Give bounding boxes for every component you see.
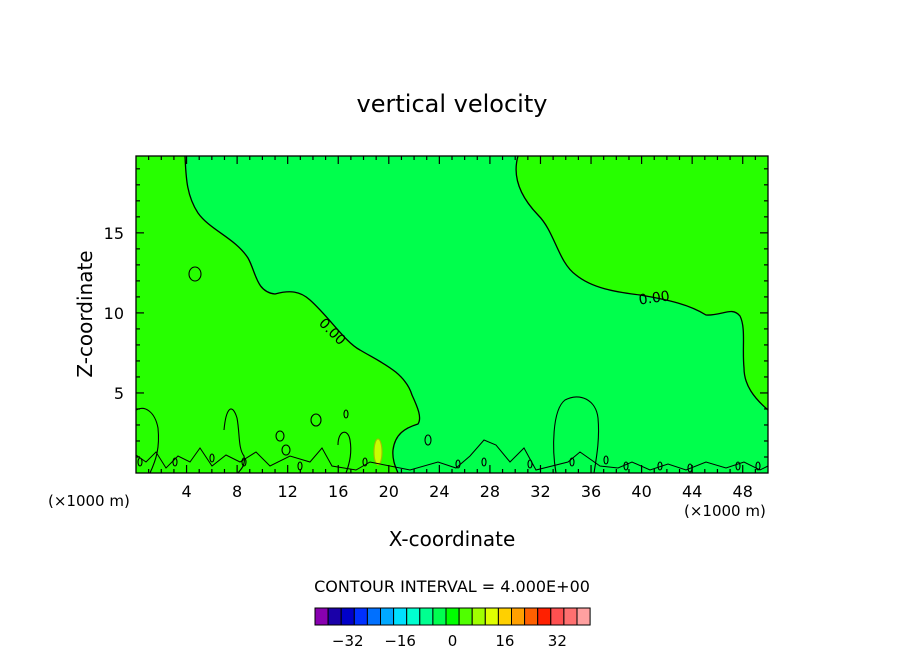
y-tick-label-2: 15 [104, 224, 124, 243]
x-tick-label-1: 8 [232, 482, 242, 501]
x-tick-label-9: 40 [631, 482, 651, 501]
colorbar-label-2: 0 [448, 632, 458, 650]
colorbar-swatch-6 [393, 607, 408, 626]
colorbar-swatch-18 [550, 607, 565, 626]
colorbar-swatch-3 [353, 607, 368, 626]
colorbar-swatch-0 [314, 607, 329, 626]
x-tick-label-10: 44 [682, 482, 702, 501]
colorbar-swatch-7 [406, 607, 421, 626]
small-contour-features [135, 266, 769, 474]
colorbar-swatch-5 [380, 607, 395, 626]
y-tick-label-0: 5 [114, 384, 124, 403]
zero-contour-line [184, 155, 769, 474]
x-tick-label-4: 20 [379, 482, 399, 501]
colorbar-swatch-20 [576, 607, 591, 626]
x-tick-label-7: 32 [530, 482, 550, 501]
x-tick-label-6: 28 [480, 482, 500, 501]
colorbar-label-0: −32 [332, 632, 364, 650]
x-unit-right: (×1000 m) [684, 502, 766, 520]
colorbar-swatch-11 [458, 607, 473, 626]
x-axis-label: X-coordinate [389, 527, 516, 551]
contour-interval-text: CONTOUR INTERVAL = 4.000E+00 [314, 577, 590, 596]
colorbar-tick-labels: −32 −16 0 16 32 [332, 632, 567, 650]
colorbar-swatch-13 [484, 607, 499, 626]
field-high-region [185, 156, 768, 473]
x-unit-left: (×1000 m) [48, 492, 130, 510]
axis-ticks [136, 156, 768, 473]
colorbar-swatch-10 [445, 607, 460, 626]
colorbar-swatch-14 [497, 607, 512, 626]
y-tick-labels: 5 10 15 [104, 224, 124, 403]
y-axis-label: Z-coordinate [73, 250, 97, 377]
colorbar-swatch-17 [537, 607, 552, 626]
x-tick-label-5: 24 [429, 482, 449, 501]
colorbar-swatch-12 [471, 607, 486, 626]
colorbar-label-3: 16 [495, 632, 514, 650]
colorbar-swatch-1 [327, 607, 342, 626]
colorbar-label-1: −16 [384, 632, 416, 650]
colorbar-label-4: 32 [548, 632, 567, 650]
colorbar [314, 607, 591, 626]
colorbar-swatch-16 [524, 607, 539, 626]
x-tick-label-8: 36 [581, 482, 601, 501]
colorbar-swatch-19 [563, 607, 578, 626]
x-tick-label-2: 12 [278, 482, 298, 501]
x-tick-labels: 4 8 12 16 20 24 28 32 36 40 44 48 [181, 482, 752, 501]
colorbar-swatch-2 [340, 607, 355, 626]
colorbar-swatch-8 [419, 607, 434, 626]
x-tick-label-11: 48 [733, 482, 753, 501]
x-tick-label-0: 4 [181, 482, 191, 501]
chart-title: vertical velocity [357, 90, 548, 118]
x-tick-label-3: 16 [328, 482, 348, 501]
colorbar-swatch-4 [366, 607, 381, 626]
contour-label-0: 0.00 [638, 288, 671, 308]
colorbar-swatch-15 [511, 607, 526, 626]
y-tick-label-1: 10 [104, 304, 124, 323]
colorbar-swatch-9 [432, 607, 447, 626]
